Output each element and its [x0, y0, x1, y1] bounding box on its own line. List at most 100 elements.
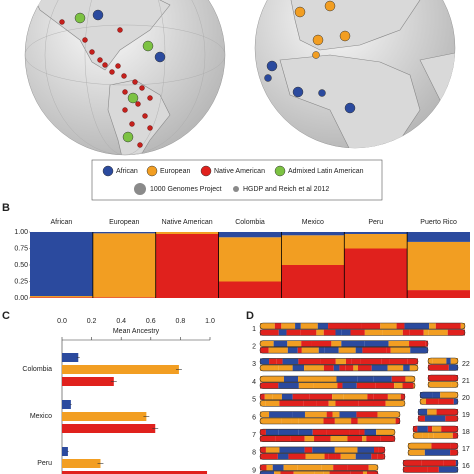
haplotype-segment	[409, 364, 418, 371]
haplotype-segment	[269, 358, 277, 365]
haplotype-segment	[454, 409, 458, 415]
chromosome-outline	[259, 358, 419, 365]
legend-label: Native American	[214, 168, 265, 175]
haplotype-segment	[403, 466, 428, 473]
haplotype-segment	[280, 471, 294, 474]
chromosome-label: 16	[462, 463, 470, 470]
chromosome-outline	[259, 375, 416, 383]
haplotype-segment	[297, 464, 322, 471]
chromosome-outline	[259, 470, 379, 474]
haplotype-segment	[303, 400, 317, 407]
haplotype-segment	[282, 358, 299, 365]
group-label: European	[109, 219, 139, 226]
stacked-bar	[407, 232, 470, 242]
haplotype-segment	[391, 376, 406, 383]
haplotype-segment	[313, 382, 338, 389]
haplotype-segment	[361, 323, 381, 329]
haplotype-segment	[324, 453, 329, 460]
haplotype-segment	[265, 429, 279, 436]
haplotype-segment	[273, 340, 288, 347]
haplotype-segment	[413, 432, 423, 439]
chromosome-outline	[259, 340, 429, 348]
group-label: Peru	[368, 219, 383, 226]
haplotype-segment	[351, 358, 361, 365]
haplotype-segment	[292, 411, 305, 418]
haplotype-segment	[336, 376, 358, 383]
haplotype-segment	[260, 358, 270, 365]
haplotype-segment	[435, 323, 461, 329]
group-label: Mexico	[302, 219, 324, 226]
category-label: Mexico	[30, 413, 52, 420]
haplotype-segment	[323, 364, 334, 371]
bar	[62, 424, 156, 433]
chromosome-outline	[259, 329, 466, 336]
haplotype-segment	[422, 432, 429, 439]
haplotype-segment	[305, 453, 325, 460]
haplotype-segment	[408, 443, 432, 449]
haplotype-segment	[395, 418, 400, 424]
haplotype-segment	[264, 393, 273, 400]
panel-label: B	[2, 202, 10, 214]
y-tick-label: 0.75	[14, 245, 28, 252]
haplotype-segment	[295, 323, 301, 329]
haplotype-segment	[364, 429, 377, 436]
chromosome-outline	[259, 322, 466, 330]
stacked-bar	[281, 235, 345, 265]
haplotype-segment	[300, 329, 317, 336]
haplotype-segment	[333, 364, 340, 371]
haplotype-segment	[385, 400, 405, 407]
haplotype-segment	[278, 382, 299, 389]
haplotype-segment	[408, 449, 425, 456]
haplotype-segment	[260, 453, 278, 460]
stacked-bar	[281, 265, 345, 298]
haplotype-segment	[278, 364, 293, 371]
haplotype-segment	[292, 393, 310, 400]
haplotype-segment	[432, 392, 441, 398]
haplotype-segment	[349, 429, 360, 436]
haplotype-segment	[360, 358, 382, 365]
chromosome-outline	[402, 459, 459, 467]
haplotype-segment	[339, 411, 357, 418]
haplotype-segment	[323, 418, 335, 424]
haplotype-segment	[328, 323, 347, 329]
haplotype-segment	[383, 453, 385, 460]
haplotype-segment	[378, 446, 385, 453]
haplotype-segment	[443, 460, 456, 466]
haplotype-segment	[448, 364, 458, 371]
chromosome-painting: 1 2 3 4 5 6 7 8 9 22 21 20 19 18 17 16	[252, 322, 470, 474]
haplotype-segment	[386, 347, 391, 354]
haplotype-segment	[260, 446, 266, 453]
haplotype-segment	[312, 446, 335, 453]
chromosome-outline	[412, 432, 459, 439]
haplotype-segment	[260, 382, 279, 389]
chromosome-label: 17	[462, 446, 470, 453]
haplotype-segment	[287, 347, 298, 354]
haplotype-segment	[362, 471, 367, 474]
chromosome-label: 22	[462, 361, 470, 368]
chromosome-label: 4	[252, 379, 256, 386]
haplotype-segment	[297, 347, 302, 354]
haplotype-segment	[260, 418, 282, 424]
bar	[62, 353, 79, 362]
haplotype-segment	[350, 471, 363, 474]
haplotype-segment	[316, 329, 324, 336]
chromosome-outline	[259, 382, 416, 389]
haplotype-segment	[265, 446, 280, 453]
haplotype-segment	[373, 446, 379, 453]
group-label: Native American	[162, 219, 213, 226]
haplotype-segment	[355, 453, 372, 460]
haplotype-segment	[316, 400, 329, 407]
haplotype-segment	[260, 435, 276, 442]
haplotype-segment	[450, 449, 458, 456]
haplotype-segment	[332, 393, 344, 400]
stacked-bar	[218, 281, 282, 298]
stacked-bar	[155, 232, 219, 234]
legend-swatch	[102, 165, 114, 177]
haplotype-segment	[279, 400, 304, 407]
x-tick-label: 0.6	[146, 318, 156, 325]
haplotype-segment	[346, 323, 362, 329]
haplotype-segment	[281, 393, 293, 400]
chromosome-label: 20	[462, 395, 470, 402]
haplotype-segment	[373, 400, 386, 407]
